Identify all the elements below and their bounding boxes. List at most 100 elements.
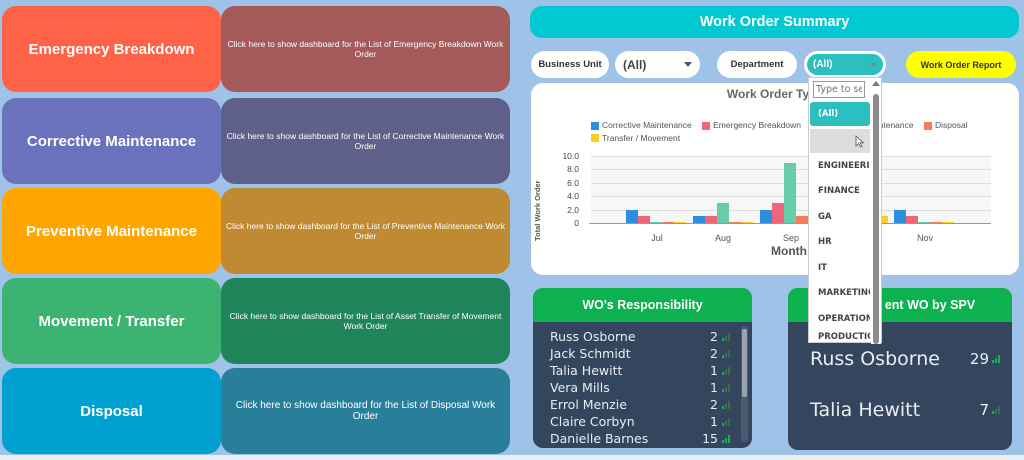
department-select-inner[interactable]: (All) <box>807 54 883 75</box>
movement-transfer-button[interactable]: Movement / Transfer <box>2 278 221 364</box>
category-row-disposal: Disposal Click here to show dashboard fo… <box>2 368 510 454</box>
y-tick: 2.0 <box>567 205 579 215</box>
signal-bars-icon <box>992 355 1000 363</box>
bar-aug-preventive[interactable] <box>717 203 729 223</box>
list-item[interactable]: Claire Corbyn 1 <box>550 413 730 430</box>
y-tick: 0 <box>574 218 579 228</box>
chart-legend: Corrective Maintenance Emergency Breakdo… <box>591 120 1011 145</box>
bar-nov-disposal[interactable] <box>930 222 942 223</box>
list-scrollbar[interactable] <box>741 326 748 442</box>
department-label: Department <box>717 51 797 78</box>
dropdown-option-engineering[interactable]: ENGINEERING <box>818 161 870 171</box>
bar-aug-corrective[interactable] <box>693 216 705 223</box>
bar-jul-emergency[interactable] <box>638 216 650 223</box>
scrollbar-thumb[interactable] <box>873 94 879 344</box>
legend-item[interactable]: Disposal <box>923 120 968 131</box>
scroll-up-icon[interactable] <box>872 81 880 86</box>
legend-swatch <box>702 121 711 130</box>
chevron-down-icon <box>869 62 877 67</box>
disposal-link[interactable]: Click here to show dashboard for the Lis… <box>221 368 510 454</box>
signal-bars-icon <box>992 406 1000 414</box>
list-item[interactable]: Talia Hewitt 7 <box>810 399 1000 421</box>
legend-item[interactable]: Transfer / Movement <box>591 133 680 144</box>
department-select[interactable]: (All) <box>804 51 886 78</box>
dropdown-option-ga[interactable]: GA <box>818 212 832 222</box>
signal-bars-icon <box>722 400 730 409</box>
y-tick: 4.0 <box>567 191 579 201</box>
wo-responsibility-card: WO's Responsibility Russ Osborne 2 Jack S… <box>533 288 752 448</box>
signal-bars-icon <box>722 349 730 358</box>
bar-nov-corrective[interactable] <box>894 210 906 223</box>
department-search-input[interactable] <box>813 81 865 98</box>
corrective-maintenance-link[interactable]: Click here to show dashboard for the Lis… <box>221 98 510 184</box>
signal-bars-icon <box>722 383 730 392</box>
dropdown-scrollbar[interactable] <box>871 78 881 344</box>
business-unit-label: Business Unit <box>531 51 609 78</box>
dropdown-option-hr[interactable]: HR <box>818 237 832 247</box>
disposal-button[interactable]: Disposal <box>2 368 221 454</box>
y-tick: 10.0 <box>562 151 579 161</box>
emergency-breakdown-button[interactable]: Emergency Breakdown <box>2 6 221 92</box>
legend-item[interactable]: Emergency Breakdown <box>702 120 801 131</box>
preventive-maintenance-link[interactable]: Click here to show dashboard for the Lis… <box>221 188 510 274</box>
x-tick: Sep <box>782 233 799 243</box>
bar-sep-corrective[interactable] <box>760 210 772 223</box>
dropdown-option-production[interactable]: PRODUCTION <box>818 332 870 342</box>
list-item[interactable]: Vera Mills 1 <box>550 379 730 396</box>
legend-swatch <box>591 134 599 142</box>
bar-oct-transfer[interactable] <box>876 216 888 223</box>
bar-sep-preventive[interactable] <box>784 163 796 223</box>
work-order-type-chart: Work Order Type Corrective Maintenance E… <box>531 83 1019 275</box>
legend-swatch <box>591 121 599 130</box>
card-title: WO's Responsibility <box>533 288 752 322</box>
dropdown-option-marketing[interactable]: MARKETING <box>818 288 870 298</box>
bar-aug-transfer[interactable] <box>741 222 753 223</box>
dropdown-option-operation[interactable]: OPERATION <box>818 314 870 324</box>
dropdown-option-all[interactable]: (All) <box>810 102 870 126</box>
department-value: (All) <box>813 59 833 70</box>
bar-jul-preventive[interactable] <box>650 222 662 223</box>
category-row-corrective: Corrective Maintenance Click here to sho… <box>2 98 510 184</box>
y-tick: 6.0 <box>567 178 579 188</box>
category-row-emergency: Emergency Breakdown Click here to show d… <box>2 6 510 92</box>
chevron-down-icon <box>684 62 692 67</box>
category-row-movement: Movement / Transfer Click here to show d… <box>2 278 510 364</box>
business-unit-value: (All) <box>623 57 647 72</box>
signal-bars-icon <box>722 366 730 375</box>
business-unit-select[interactable]: (All) <box>615 51 700 78</box>
list-item[interactable]: Danielle Barnes 15 <box>550 430 730 447</box>
bar-jul-disposal[interactable] <box>662 222 674 223</box>
department-dropdown-list: (All) ENGINEERING FINANCE GA HR IT MARKE… <box>808 77 882 344</box>
bar-aug-emergency[interactable] <box>705 216 717 223</box>
legend-item[interactable]: Corrective Maintenance <box>591 120 692 131</box>
page-title: Work Order Summary <box>530 6 1019 38</box>
bar-nov-preventive[interactable] <box>918 222 930 223</box>
bar-sep-emergency[interactable] <box>772 203 784 223</box>
x-tick: Nov <box>916 233 933 243</box>
bar-nov-transfer[interactable] <box>942 222 954 223</box>
signal-bars-icon <box>722 332 730 341</box>
bar-aug-disposal[interactable] <box>729 222 741 223</box>
dropdown-option-finance[interactable]: FINANCE <box>818 186 860 196</box>
corrective-maintenance-button[interactable]: Corrective Maintenance <box>2 98 221 184</box>
work-order-report-button[interactable]: Work Order Report <box>906 51 1016 78</box>
list-item[interactable]: Russ Osborne 2 <box>550 328 730 345</box>
movement-transfer-link[interactable]: Click here to show dashboard for the Lis… <box>221 278 510 364</box>
dropdown-option-blank[interactable] <box>810 129 870 153</box>
bar-jul-transfer[interactable] <box>674 222 686 223</box>
bar-nov-emergency[interactable] <box>906 216 918 223</box>
dropdown-option-it[interactable]: IT <box>818 263 827 273</box>
emergency-breakdown-link[interactable]: Click here to show dashboard for the Lis… <box>221 6 510 92</box>
bottom-strip <box>0 455 1024 460</box>
x-tick: Jul <box>651 233 663 243</box>
bar-jul-corrective[interactable] <box>626 210 638 223</box>
bar-sep-disposal[interactable] <box>796 216 808 223</box>
list-item[interactable]: Errol Menzie 2 <box>550 396 730 413</box>
list-item[interactable]: Talia Hewitt 1 <box>550 362 730 379</box>
y-axis-title: Total Work Order <box>533 180 542 241</box>
scrollbar-thumb[interactable] <box>742 329 747 397</box>
y-tick: 8.0 <box>567 164 579 174</box>
list-item[interactable]: Russ Osborne 29 <box>810 348 1000 370</box>
list-item[interactable]: Jack Schmidt 2 <box>550 345 730 362</box>
preventive-maintenance-button[interactable]: Preventive Maintenance <box>2 188 221 274</box>
